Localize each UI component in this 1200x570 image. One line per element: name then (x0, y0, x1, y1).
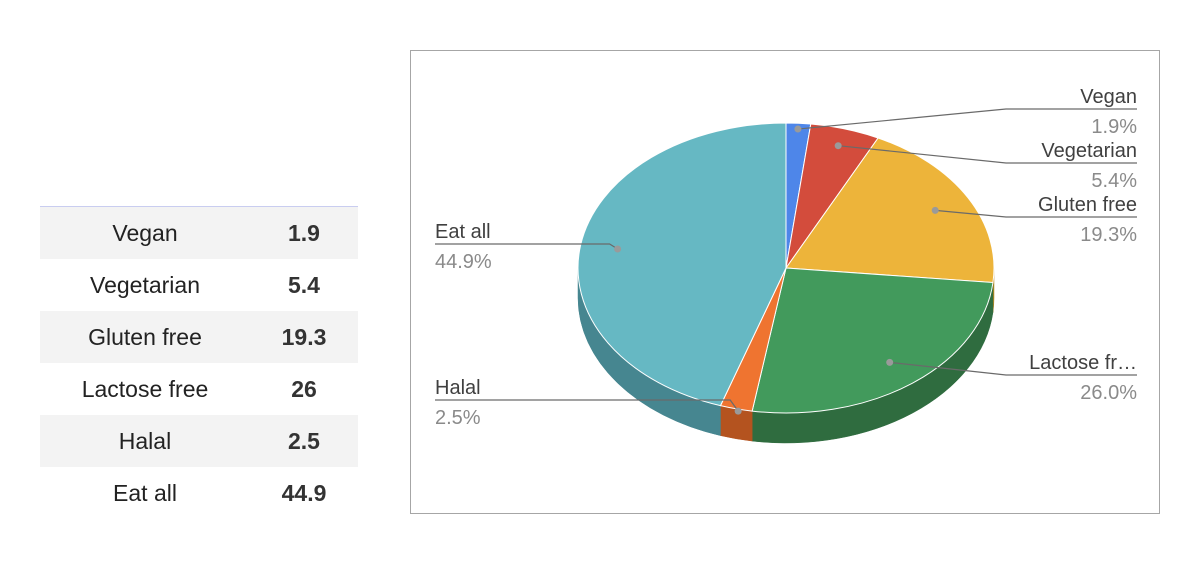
pie-slice-gluten-free[interactable] (785, 137, 995, 284)
callout-line-vegetarian (838, 145, 1137, 164)
table-row: Vegetarian 5.4 (40, 259, 358, 311)
row-label: Vegetarian (90, 271, 200, 298)
row-label: Halal (118, 427, 172, 454)
table-row: Halal 2.5 (40, 415, 358, 467)
pie-slice-lactose-free[interactable] (751, 267, 994, 414)
pie-slice-eat-all[interactable] (577, 122, 787, 407)
callout-line-gluten-free (935, 209, 1137, 218)
callout-dot-gluten-free (931, 206, 939, 214)
row-label: Eat all (113, 479, 177, 506)
pie-chart: Vegan 1.9%Vegetarian 5.4%Gluten free 19.3% L… (435, 86, 1137, 444)
table-row: Vegan 1.9 (40, 207, 358, 259)
callout-line-lactose-free (889, 361, 1137, 376)
slice-label-percent: 2.5% (435, 407, 481, 429)
slice-label-name: Halal (435, 377, 481, 399)
table-row: Gluten free 19.3 (40, 311, 358, 363)
slice-label-name: Lactose fr… (1029, 352, 1137, 374)
data-table: Vegan 1.9 Vegetarian 5.4 Gluten free 19.… (40, 206, 358, 519)
table-row: Eat all 44.9 (40, 467, 358, 519)
pie-chart-frame: Vegan 1.9% Vegetarian 5.4% Gluten free 19.3% L… (410, 50, 1160, 514)
callout-dot-vegetarian (834, 142, 842, 150)
callout-dot-halal (734, 407, 742, 415)
row-label: Lactose free (81, 375, 209, 402)
slice-label-percent: 26.0% (1080, 382, 1137, 404)
slice-label-percent: 19.3% (1080, 224, 1137, 246)
slice-label-name: Eat all (435, 221, 491, 243)
row-value: 2.5 (288, 427, 320, 454)
row-label: Vegan (112, 219, 178, 246)
row-value: 5.4 (288, 271, 320, 298)
slice-label-name: Vegetarian (1041, 140, 1137, 162)
row-label: Gluten free (88, 323, 202, 350)
slice-label-name: Gluten free (1038, 194, 1137, 216)
slice-label-percent: 5.4% (1091, 170, 1137, 192)
row-value: 26 (291, 375, 317, 402)
row-value: 19.3 (281, 323, 327, 350)
row-value: 44.9 (281, 479, 327, 506)
slice-label-name: Vegan (1080, 86, 1137, 108)
callout-dot-eat-all (614, 245, 622, 253)
callout-dot-lactose-free (886, 358, 894, 366)
slice-label-percent: 44.9% (435, 251, 492, 273)
slice-label-percent: 1.9% (1091, 116, 1137, 138)
row-value: 1.9 (288, 219, 320, 246)
callout-line-halal (435, 399, 739, 412)
callout-dot-vegan (794, 125, 802, 133)
table-row: Lactose free 26 (40, 363, 358, 415)
callout-line-vegan (797, 108, 1137, 130)
